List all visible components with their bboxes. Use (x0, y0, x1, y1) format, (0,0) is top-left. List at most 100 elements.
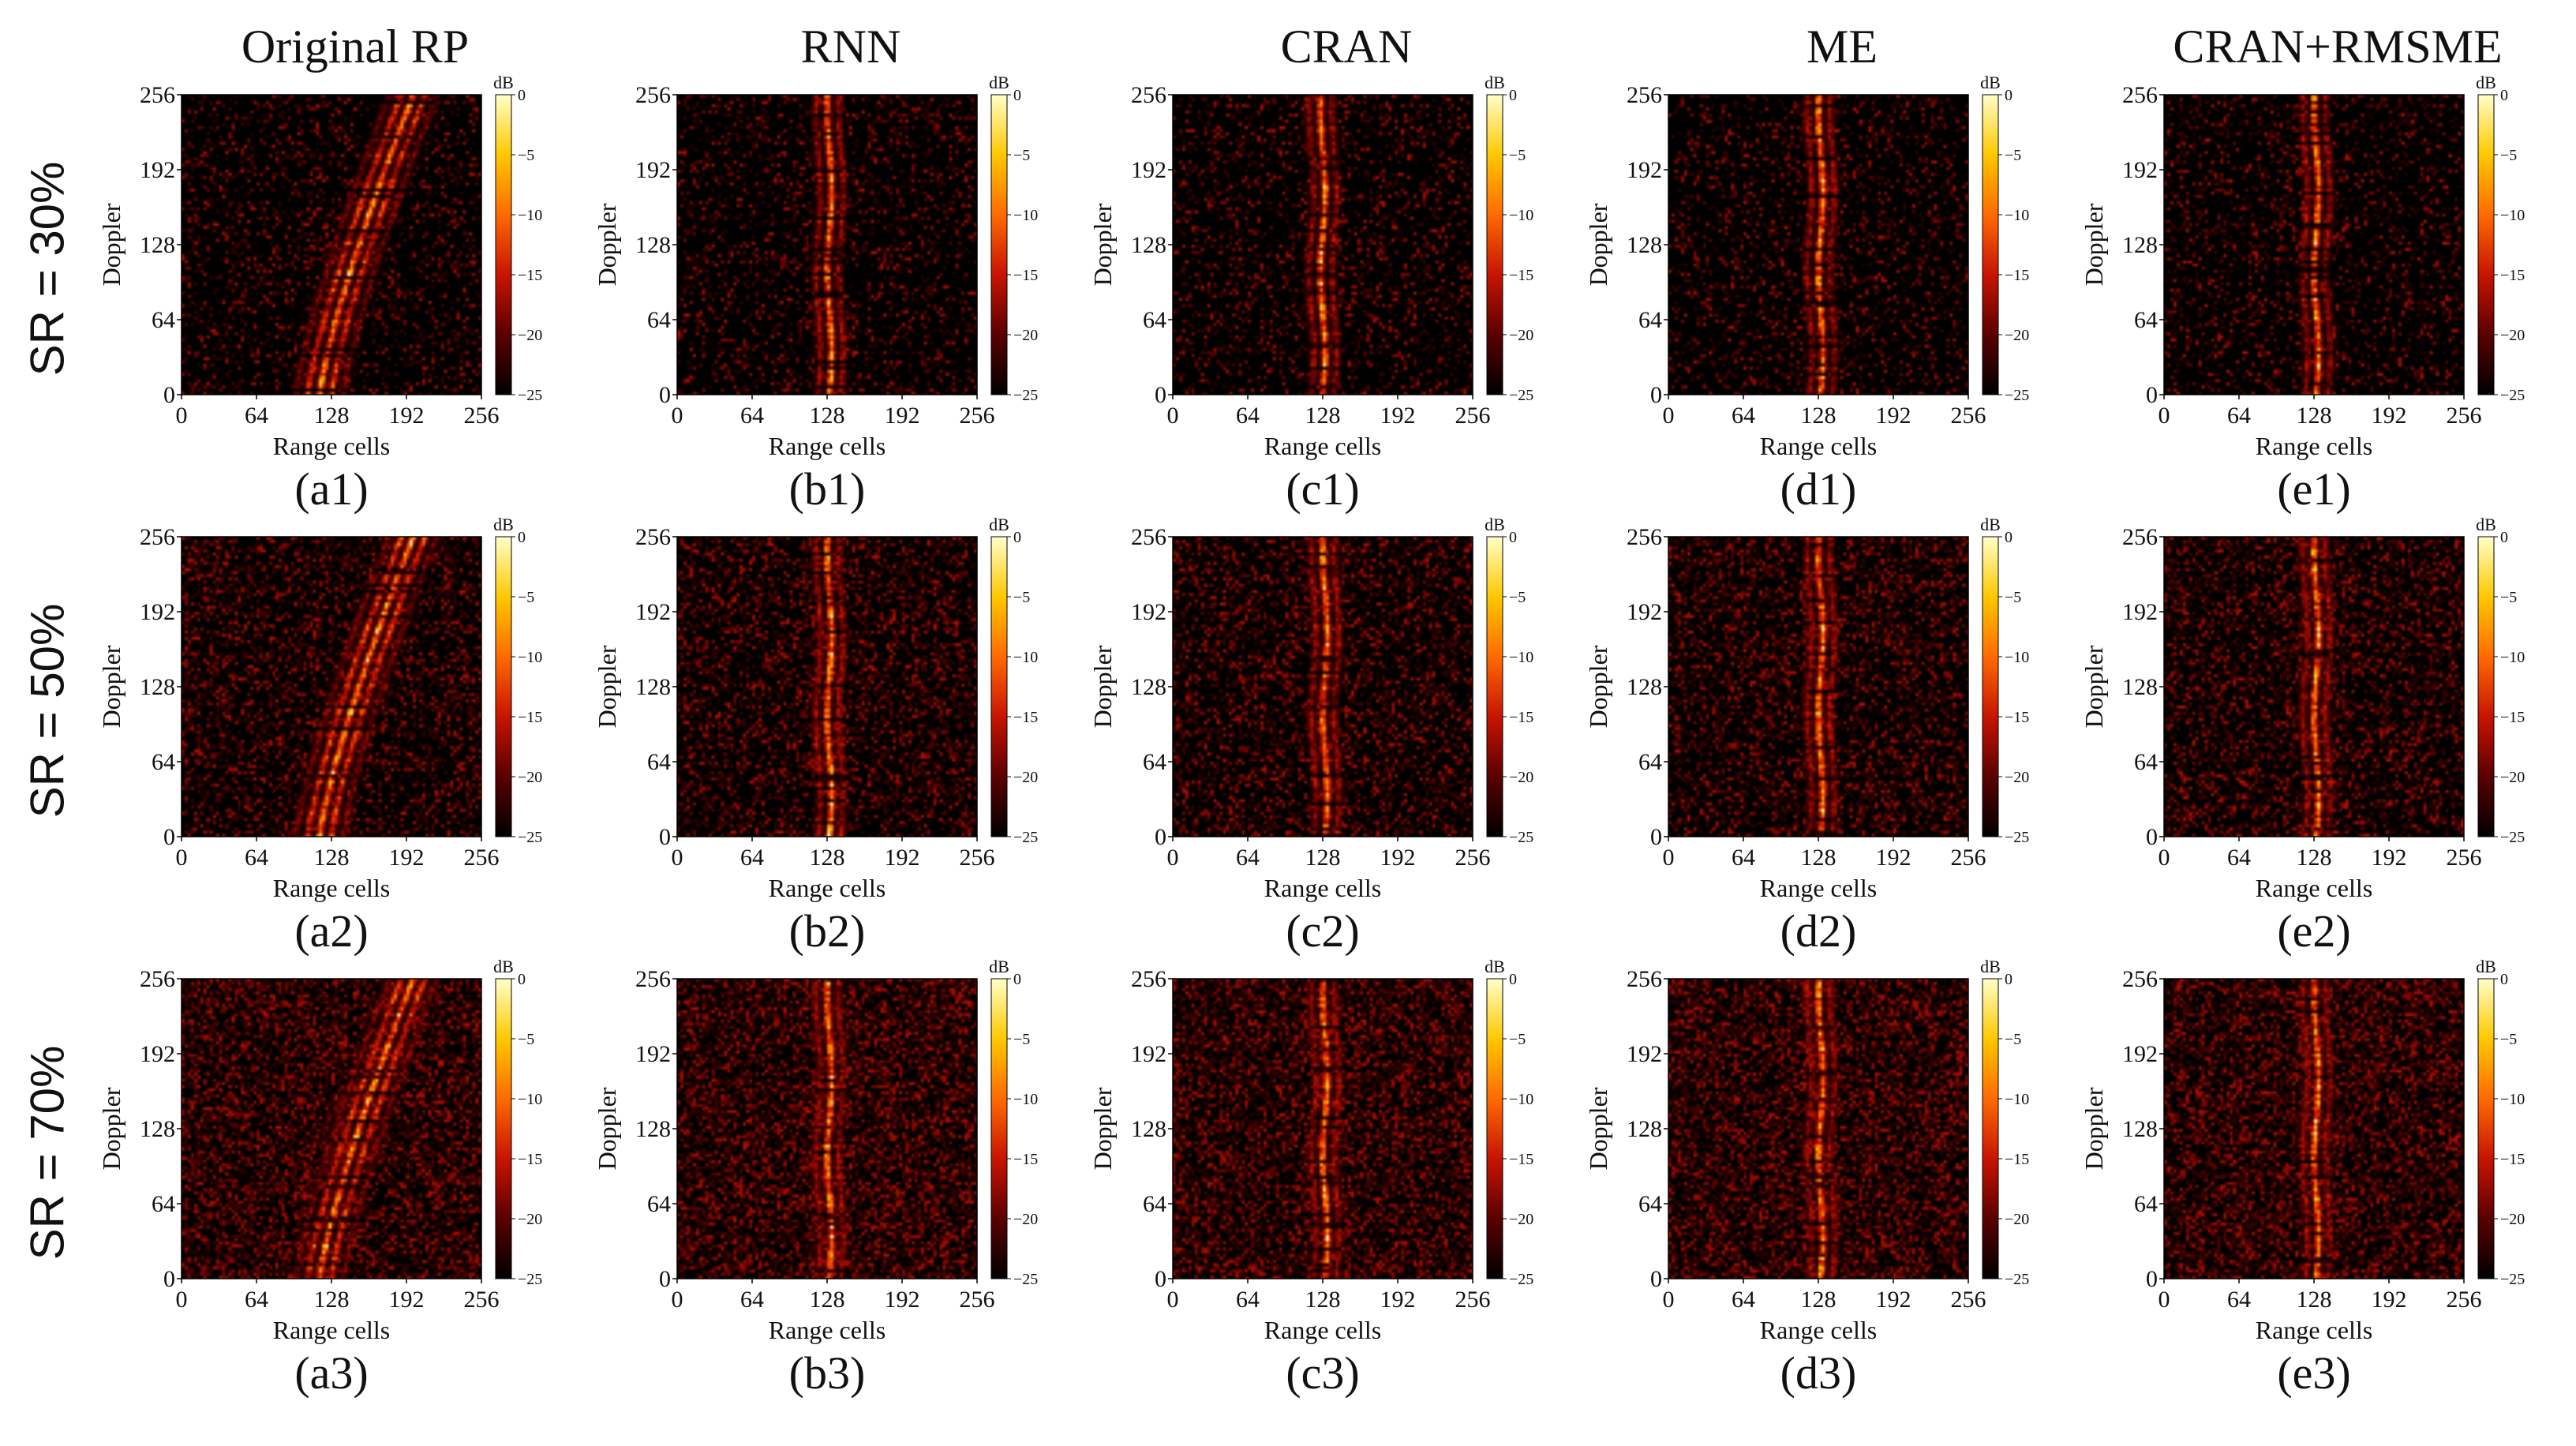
colorbar-tick-label: 0 (1013, 87, 1021, 104)
x-tick-label: 192 (2372, 403, 2407, 429)
colorbar-tick-label: −10 (518, 1091, 542, 1108)
colorbar-tick-label: 0 (1013, 971, 1021, 988)
panel-e3: 0 64 128 192 256 Range cells 0 64 128 192 256 Doppl… (2080, 957, 2576, 1421)
x-tick-label: 256 (2447, 845, 2482, 871)
heatmap-image (2164, 537, 2464, 837)
x-tick-label: 256 (960, 845, 995, 871)
y-axis-label: Doppler (2080, 203, 2108, 286)
colorbar-unit-label: dB (1485, 73, 1505, 92)
colorbar (1982, 94, 1999, 395)
heatmap-image (677, 95, 977, 395)
colorbar-tick-label: −15 (1013, 267, 1038, 284)
colorbar-unit-label: dB (1980, 73, 2001, 92)
panel-c1: 0 64 128 192 256 Range cells 0 64 128 192 256 Doppl… (1088, 73, 1631, 537)
x-tick-label: 64 (245, 845, 268, 871)
colorbar-tick-label: 0 (2500, 87, 2508, 104)
colorbar-tick-label: −5 (2005, 1031, 2021, 1048)
colorbar-tick-label: −20 (1509, 327, 1533, 344)
x-tick-label: 128 (2297, 845, 2332, 871)
x-tick-label: 128 (1801, 1287, 1837, 1313)
x-tick-label: 0 (672, 403, 683, 429)
y-tick-label: 192 (1131, 599, 1166, 625)
y-tick-label: 0 (1650, 382, 1662, 408)
colorbar-unit-label: dB (2476, 957, 2496, 976)
y-tick-label: 192 (1627, 599, 1662, 625)
y-tick-label: 192 (140, 1041, 175, 1067)
colorbar-tick-label: −10 (1013, 649, 1038, 666)
heatmap-image (1668, 95, 1968, 395)
colorbar-tick-label: −20 (1509, 769, 1533, 786)
colorbar-tick-label: −20 (2005, 1211, 2029, 1228)
y-tick-label: 64 (647, 307, 671, 333)
x-tick-label: 64 (2227, 403, 2251, 429)
colorbar-tick-label: −5 (1509, 147, 1526, 164)
x-tick-label: 128 (1305, 403, 1341, 429)
row-label-sr-30: SR = 30% (21, 161, 74, 376)
colorbar-unit-label: dB (2476, 73, 2496, 92)
x-axis-label: Range cells (769, 874, 886, 902)
x-tick-label: 192 (885, 845, 920, 871)
y-axis-label: Doppler (593, 1087, 621, 1170)
y-tick-label: 0 (1650, 824, 1662, 850)
y-tick-label: 64 (1638, 307, 1662, 333)
x-tick-label: 128 (810, 845, 845, 871)
colorbar-unit-label: dB (1980, 515, 2001, 534)
subfigure-label: (a3) (294, 1347, 369, 1399)
y-tick-label: 128 (140, 674, 175, 700)
colorbar (1486, 94, 1503, 395)
x-tick-label: 0 (2159, 845, 2170, 871)
colorbar-tick-label: −20 (1509, 1211, 1533, 1228)
x-tick-label: 128 (1801, 403, 1837, 429)
x-tick-label: 0 (176, 1287, 188, 1313)
x-tick-label: 0 (176, 403, 188, 429)
x-tick-label: 192 (2372, 1287, 2407, 1313)
colorbar-tick-label: −25 (2005, 829, 2029, 846)
y-tick-label: 0 (1155, 382, 1166, 408)
subfigure-label: (e1) (2277, 463, 2351, 515)
row-label-sr-50: SR = 50% (21, 603, 74, 818)
colorbar-tick-label: −25 (518, 829, 542, 846)
colorbar-tick-label: −25 (1509, 387, 1533, 404)
x-tick-label: 192 (885, 1287, 920, 1313)
range-doppler-heatmap: 0 64 128 192 256 Range cells 0 64 128 192 256 Doppl… (97, 957, 542, 1344)
y-tick-label: 128 (1627, 1116, 1662, 1142)
panel-a1: 0 64 128 192 256 Range cells 0 64 128 192 256 Doppl… (97, 73, 639, 537)
x-axis-label: Range cells (1264, 432, 1381, 460)
x-tick-label: 256 (1455, 1287, 1491, 1313)
x-tick-label: 128 (2297, 1287, 2332, 1313)
colorbar-tick-label: −15 (1509, 267, 1533, 284)
y-axis-label: Doppler (97, 645, 125, 728)
x-tick-label: 0 (2159, 1287, 2170, 1313)
colorbar-tick-label: −5 (518, 147, 534, 164)
colorbar-tick-label: −25 (2500, 387, 2525, 404)
y-tick-label: 128 (2122, 232, 2158, 258)
row-label-sr-70: SR = 70% (21, 1045, 74, 1260)
y-axis-label: Doppler (2080, 645, 2108, 728)
y-tick-label: 128 (635, 232, 671, 258)
colorbar-tick-label: −25 (1013, 387, 1038, 404)
x-tick-label: 128 (1801, 845, 1837, 871)
x-tick-label: 64 (1732, 845, 1755, 871)
x-axis-label: Range cells (1760, 1316, 1877, 1344)
y-tick-label: 0 (659, 824, 671, 850)
y-axis-label: Doppler (2080, 1087, 2108, 1170)
x-tick-label: 0 (672, 845, 683, 871)
y-tick-label: 192 (635, 157, 671, 183)
colorbar (495, 536, 512, 837)
colorbar-tick-label: −10 (518, 649, 542, 666)
y-axis-label: Doppler (593, 203, 621, 286)
x-tick-label: 256 (960, 403, 995, 429)
x-tick-label: 0 (2159, 403, 2170, 429)
x-tick-label: 64 (245, 1287, 268, 1313)
colorbar-tick-label: −5 (1013, 1031, 1030, 1048)
x-tick-label: 0 (1167, 845, 1179, 871)
y-tick-label: 0 (1155, 824, 1166, 850)
subfigure-label: (a1) (294, 463, 369, 515)
y-tick-label: 256 (635, 524, 671, 550)
x-tick-label: 0 (1663, 403, 1675, 429)
x-tick-label: 192 (1876, 1287, 1911, 1313)
colorbar-tick-label: −10 (518, 207, 542, 224)
colorbar-tick-label: −25 (2500, 1271, 2525, 1288)
subfigure-label: (a2) (294, 905, 369, 957)
x-axis-label: Range cells (2256, 1316, 2372, 1344)
